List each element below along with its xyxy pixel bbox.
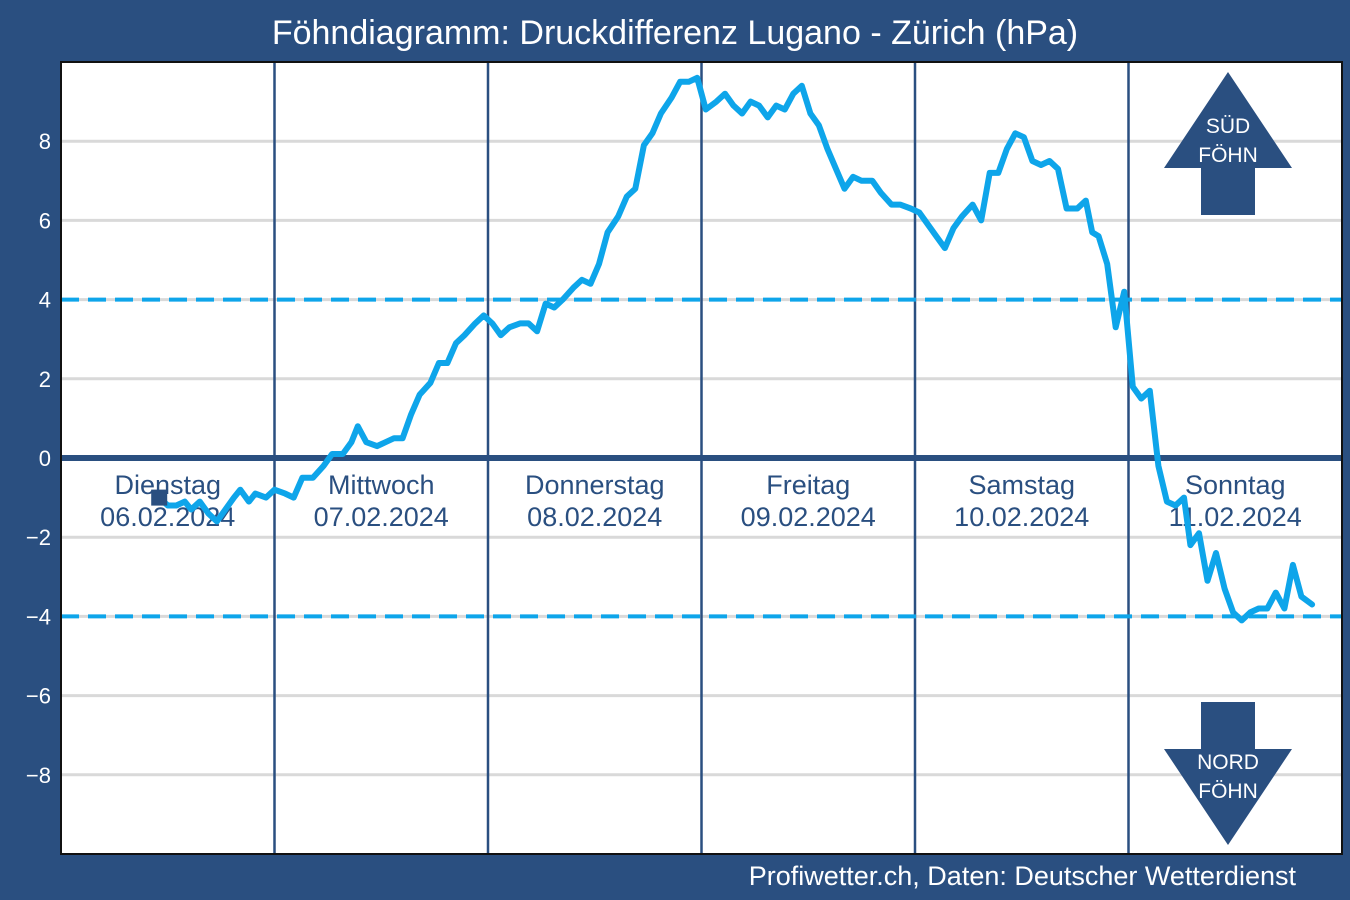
series-start-marker <box>151 489 168 506</box>
south-foehn-arrow-icon <box>1164 72 1292 215</box>
series-layer <box>151 74 1316 624</box>
plot-frame <box>60 61 1343 855</box>
day-date-label: 09.02.2024 <box>741 502 876 532</box>
day-date-label: 10.02.2024 <box>954 502 1089 532</box>
day-name-label: Samstag <box>968 470 1075 500</box>
y-tick-label: −8 <box>26 763 51 788</box>
footer-credit: Profiwetter.ch, Daten: Deutscher Wetterd… <box>748 861 1296 891</box>
threshold-lines <box>61 297 1342 619</box>
y-tick-label: 0 <box>39 446 51 471</box>
chart-title: Föhndiagramm: Druckdifferenz Lugano - Zü… <box>271 14 1079 52</box>
y-tick-label: −2 <box>26 525 51 550</box>
day-name-label: Mittwoch <box>328 470 435 500</box>
y-tick-label: 6 <box>39 208 51 233</box>
day-name-label: Donnerstag <box>525 470 665 500</box>
day-date-label: 08.02.2024 <box>527 502 662 532</box>
south-foehn-label-line2: FÖHN <box>1198 144 1258 167</box>
day-labels: Dienstag06.02.2024Mittwoch07.02.2024Donn… <box>100 470 1302 532</box>
day-name-label: Freitag <box>766 470 850 500</box>
y-tick-label: 8 <box>39 129 51 154</box>
north-foehn-arrow-icon <box>1164 702 1292 845</box>
y-axis-ticks: −8 −6 −4 −2 0 2 4 6 8 <box>26 129 51 788</box>
y-tick-label: −4 <box>26 604 51 629</box>
north-foehn-label-line2: FÖHN <box>1198 780 1258 803</box>
day-name-label: Sonntag <box>1185 470 1286 500</box>
y-tick-label: −6 <box>26 684 51 709</box>
series-line <box>156 74 1316 624</box>
day-date-label: 07.02.2024 <box>314 502 449 532</box>
north-foehn-label-line1: NORD <box>1197 751 1259 774</box>
day-name-label: Dienstag <box>114 470 221 500</box>
foehn-arrows: SÜD FÖHN NORD FÖHN <box>1164 72 1292 845</box>
y-tick-label: 2 <box>39 367 51 392</box>
south-foehn-label-line1: SÜD <box>1206 115 1250 138</box>
y-tick-label: 4 <box>39 288 51 313</box>
